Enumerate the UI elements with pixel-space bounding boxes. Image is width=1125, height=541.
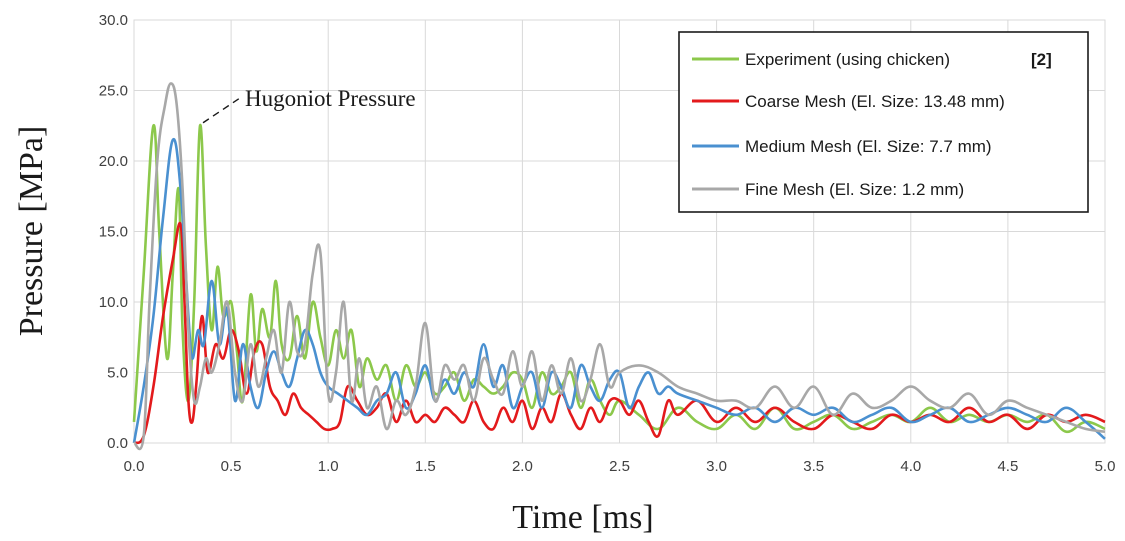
x-tick-label: 5.0 bbox=[1095, 458, 1116, 475]
series-line-medium bbox=[132, 137, 1106, 444]
x-tick-label: 0.0 bbox=[124, 458, 145, 475]
x-tick-label: 2.0 bbox=[512, 458, 533, 475]
x-tick-label: 1.5 bbox=[415, 458, 436, 475]
y-tick-label: 30.0 bbox=[99, 12, 128, 29]
y-tick-label: 20.0 bbox=[99, 153, 128, 170]
tick-labels: 0.0 0.5 1.0 1.5 2.0 2.5 3.0 3.5 4.0 4.5 5.0 0.0 5.0 1… bbox=[99, 12, 1116, 475]
y-axis-title: Pressure [MPa] bbox=[13, 126, 50, 337]
x-tick-label: 1.0 bbox=[318, 458, 339, 475]
legend-box bbox=[678, 31, 1089, 213]
x-tick-label: 4.5 bbox=[997, 458, 1018, 475]
legend-ref-experiment: [2] bbox=[1031, 50, 1052, 69]
y-tick-label: 25.0 bbox=[99, 83, 128, 100]
annotation-leader-line bbox=[202, 97, 241, 124]
annotation: Hugoniot Pressure bbox=[202, 86, 416, 124]
x-tick-label: 2.5 bbox=[609, 458, 630, 475]
x-tick-label: 3.5 bbox=[803, 458, 824, 475]
legend-label-coarse: Coarse Mesh (El. Size: 13.48 mm) bbox=[745, 92, 1005, 111]
series-line-experiment bbox=[132, 124, 1106, 434]
y-tick-label: 5.0 bbox=[107, 365, 128, 382]
y-tick-label: 15.0 bbox=[99, 224, 128, 241]
series-line-fine bbox=[132, 82, 1106, 451]
x-tick-label: 3.0 bbox=[706, 458, 727, 475]
plot-frame bbox=[133, 19, 1106, 444]
annotation-label: Hugoniot Pressure bbox=[245, 86, 416, 111]
x-axis-title: Time [ms] bbox=[512, 499, 653, 536]
legend-label-fine: Fine Mesh (El. Size: 1.2 mm) bbox=[745, 180, 964, 199]
y-tick-label: 10.0 bbox=[99, 294, 128, 311]
x-tick-label: 4.0 bbox=[900, 458, 921, 475]
legend-label-medium: Medium Mesh (El. Size: 7.7 mm) bbox=[745, 137, 992, 156]
legend: Experiment (using chicken) [2] Coarse Me… bbox=[678, 31, 1089, 213]
series-layer bbox=[132, 82, 1106, 451]
legend-label-experiment: Experiment (using chicken) bbox=[745, 50, 950, 69]
y-tick-label: 0.0 bbox=[107, 435, 128, 452]
x-tick-label: 0.5 bbox=[221, 458, 242, 475]
